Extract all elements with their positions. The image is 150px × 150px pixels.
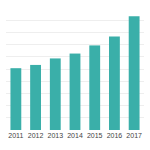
- svg-text:2011: 2011: [8, 132, 23, 139]
- svg-text:2016: 2016: [107, 132, 123, 139]
- svg-text:2012: 2012: [28, 132, 44, 139]
- svg-text:2014: 2014: [67, 132, 83, 139]
- svg-text:2015: 2015: [87, 132, 103, 139]
- svg-text:2013: 2013: [48, 132, 64, 139]
- svg-text:2017: 2017: [126, 132, 142, 139]
